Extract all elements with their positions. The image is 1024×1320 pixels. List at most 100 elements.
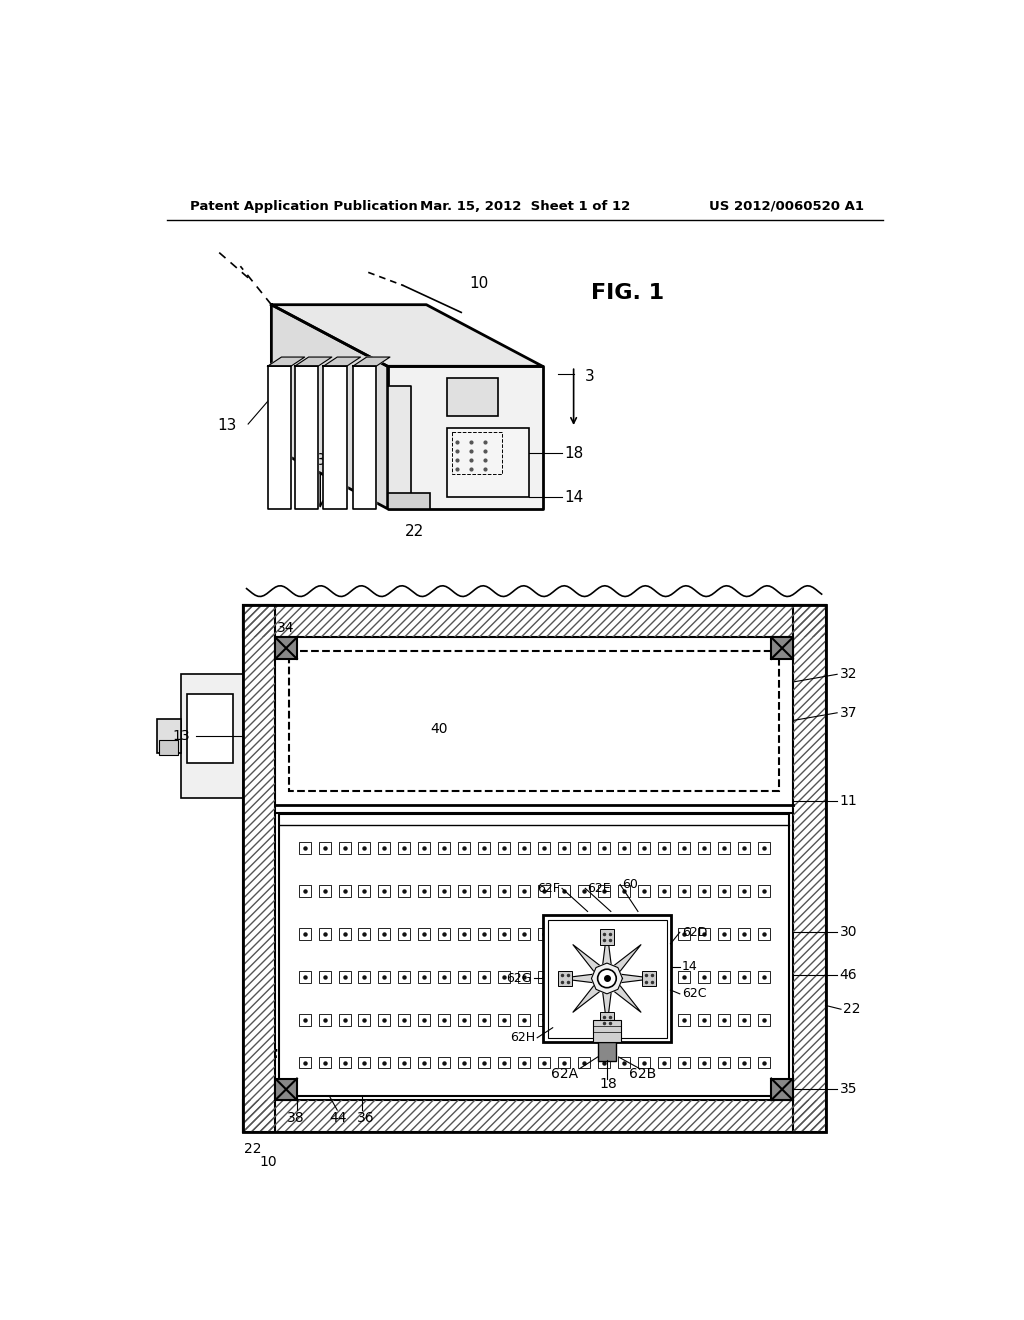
Text: 11: 11 — [840, 795, 857, 808]
Text: Patent Application Publication: Patent Application Publication — [190, 199, 418, 213]
Bar — [617, 1014, 630, 1026]
Bar — [159, 739, 178, 755]
Polygon shape — [388, 367, 543, 508]
Bar — [518, 886, 530, 898]
Bar — [538, 1014, 550, 1026]
Text: 62A: 62A — [551, 1067, 579, 1081]
Polygon shape — [603, 991, 611, 1026]
Bar — [642, 970, 655, 986]
Bar — [593, 1020, 621, 1041]
Bar — [518, 928, 530, 940]
Polygon shape — [295, 367, 317, 508]
Bar — [558, 842, 570, 854]
Bar — [318, 970, 331, 982]
Bar — [697, 1056, 710, 1068]
Polygon shape — [388, 385, 411, 502]
Text: US 2012/0060520 A1: US 2012/0060520 A1 — [710, 199, 864, 213]
Bar — [447, 378, 498, 416]
Bar — [398, 842, 411, 854]
Bar — [657, 928, 670, 940]
Bar — [478, 842, 490, 854]
Bar — [578, 928, 590, 940]
Bar — [459, 1056, 470, 1068]
Bar — [598, 1014, 610, 1026]
Bar — [358, 970, 371, 982]
Bar — [771, 1078, 793, 1100]
Bar — [299, 886, 310, 898]
Bar — [419, 1056, 430, 1068]
Bar — [578, 1014, 590, 1026]
Bar — [275, 638, 297, 659]
Bar — [419, 928, 430, 940]
Bar — [358, 842, 371, 854]
Bar — [459, 1014, 470, 1026]
Bar — [718, 1014, 730, 1026]
Bar — [318, 842, 331, 854]
Bar — [438, 1014, 451, 1026]
Bar — [379, 886, 390, 898]
Bar — [438, 842, 451, 854]
Bar — [617, 842, 630, 854]
Bar — [538, 1056, 550, 1068]
Bar — [243, 605, 825, 638]
Bar — [718, 1056, 730, 1068]
Bar — [299, 970, 310, 982]
Bar — [447, 428, 528, 498]
Polygon shape — [352, 358, 390, 367]
Bar — [737, 1056, 750, 1068]
Bar — [452, 432, 503, 474]
Text: 62D: 62D — [682, 925, 708, 939]
Bar — [697, 928, 710, 940]
Bar — [243, 605, 275, 1133]
Bar — [578, 1056, 590, 1068]
Bar — [318, 886, 331, 898]
Bar — [737, 970, 750, 982]
Bar — [578, 970, 590, 982]
Bar — [598, 1041, 616, 1061]
Bar — [678, 928, 690, 940]
Bar — [299, 1056, 310, 1068]
Bar — [459, 842, 470, 854]
Text: 14: 14 — [564, 490, 584, 504]
Bar — [578, 842, 590, 854]
Polygon shape — [573, 945, 601, 972]
Bar — [657, 1056, 670, 1068]
Bar — [617, 928, 630, 940]
Bar — [478, 1014, 490, 1026]
Bar — [398, 928, 411, 940]
Bar — [289, 651, 779, 792]
Bar — [558, 970, 572, 986]
Bar — [678, 842, 690, 854]
Bar — [678, 886, 690, 898]
Bar — [718, 886, 730, 898]
Bar — [459, 928, 470, 940]
Text: 14: 14 — [682, 961, 698, 973]
Bar — [299, 1014, 310, 1026]
Bar — [638, 970, 650, 982]
Bar — [758, 970, 770, 982]
Bar — [617, 1056, 630, 1068]
Bar — [638, 886, 650, 898]
Bar — [617, 970, 630, 982]
Bar — [379, 970, 390, 982]
Bar — [598, 1056, 610, 1068]
Bar — [243, 1100, 825, 1133]
Bar — [598, 842, 610, 854]
Text: 62F: 62F — [537, 882, 560, 895]
Bar — [299, 928, 310, 940]
Bar — [419, 886, 430, 898]
Bar — [379, 1014, 390, 1026]
Polygon shape — [352, 367, 376, 508]
Bar — [793, 605, 825, 1133]
Bar — [518, 1056, 530, 1068]
Bar — [459, 970, 470, 982]
Polygon shape — [271, 305, 388, 508]
Bar — [718, 970, 730, 982]
Circle shape — [598, 969, 616, 987]
Bar — [678, 970, 690, 982]
Bar — [499, 1014, 510, 1026]
Bar — [339, 1056, 350, 1068]
Bar — [737, 886, 750, 898]
Bar — [379, 842, 390, 854]
Bar — [499, 842, 510, 854]
